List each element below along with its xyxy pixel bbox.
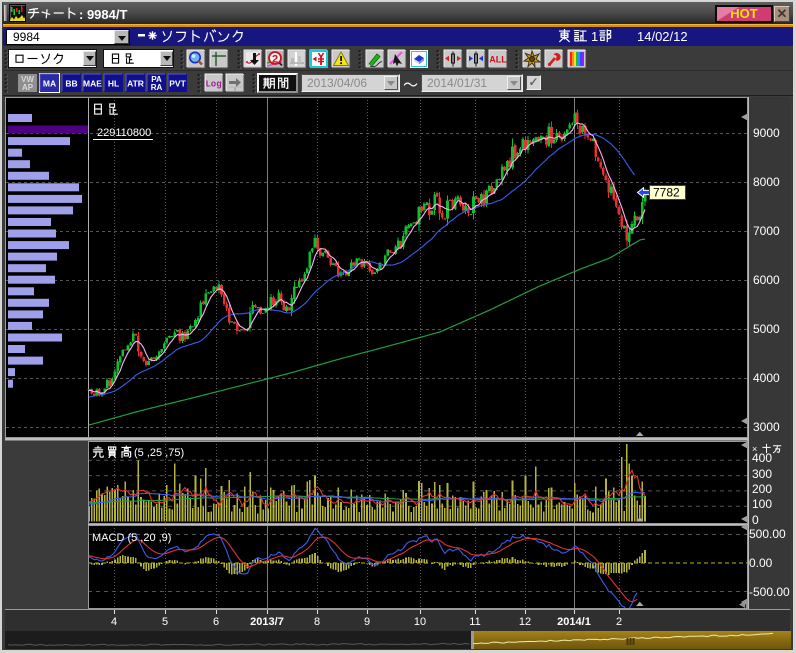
svg-text:1: 1 bbox=[591, 29, 598, 44]
svg-text:×: × bbox=[752, 444, 757, 454]
svg-text:8000: 8000 bbox=[753, 175, 780, 189]
svg-text:-500.00: -500.00 bbox=[749, 585, 790, 599]
svg-text:ATR: ATR bbox=[127, 79, 144, 89]
svg-text:200: 200 bbox=[752, 482, 772, 496]
svg-text:MACD (5 ,20 ,9): MACD (5 ,20 ,9) bbox=[92, 532, 171, 544]
svg-text:11: 11 bbox=[469, 616, 480, 628]
svg-text:100: 100 bbox=[752, 497, 772, 511]
svg-text:6000: 6000 bbox=[753, 273, 780, 287]
svg-text:ALL: ALL bbox=[489, 55, 507, 65]
svg-text:4000: 4000 bbox=[753, 371, 780, 385]
svg-text:RA: RA bbox=[151, 83, 163, 92]
svg-text:PVT: PVT bbox=[169, 79, 186, 89]
svg-text:9000: 9000 bbox=[753, 126, 780, 140]
svg-text:2013/7: 2013/7 bbox=[250, 616, 284, 628]
svg-text:PA: PA bbox=[151, 75, 162, 84]
svg-text:9: 9 bbox=[364, 616, 370, 628]
svg-text:6: 6 bbox=[213, 616, 219, 628]
svg-text:Log: Log bbox=[205, 80, 221, 90]
svg-text:0: 0 bbox=[752, 513, 759, 527]
svg-text:HL: HL bbox=[108, 79, 119, 89]
svg-text:400: 400 bbox=[752, 451, 772, 465]
svg-text:2014/1: 2014/1 bbox=[557, 616, 591, 628]
svg-text:0.00: 0.00 bbox=[749, 556, 773, 570]
svg-text:12: 12 bbox=[519, 616, 531, 628]
svg-text:4: 4 bbox=[111, 616, 117, 628]
svg-text:MA: MA bbox=[43, 79, 56, 89]
svg-text:2: 2 bbox=[616, 616, 622, 628]
svg-text:300: 300 bbox=[752, 467, 772, 481]
svg-text:229110800: 229110800 bbox=[97, 127, 151, 139]
svg-text:5000: 5000 bbox=[753, 322, 780, 336]
svg-text:8: 8 bbox=[314, 616, 320, 628]
svg-text:: 9984/T: : 9984/T bbox=[79, 7, 127, 22]
svg-text:VW: VW bbox=[21, 75, 34, 84]
svg-text:500.00: 500.00 bbox=[749, 527, 786, 541]
svg-text:7000: 7000 bbox=[753, 224, 780, 238]
svg-text:14/02/12: 14/02/12 bbox=[637, 29, 688, 44]
svg-text:5: 5 bbox=[162, 616, 168, 628]
svg-text:(5 ,25 ,75): (5 ,25 ,75) bbox=[134, 447, 184, 459]
svg-text:10: 10 bbox=[414, 616, 426, 628]
svg-text:7782: 7782 bbox=[653, 186, 680, 200]
svg-text:AP: AP bbox=[22, 83, 34, 92]
svg-text:MAE: MAE bbox=[83, 79, 102, 89]
svg-text:BB: BB bbox=[65, 79, 77, 89]
svg-text:3000: 3000 bbox=[753, 420, 780, 434]
svg-text:2: 2 bbox=[272, 54, 278, 66]
